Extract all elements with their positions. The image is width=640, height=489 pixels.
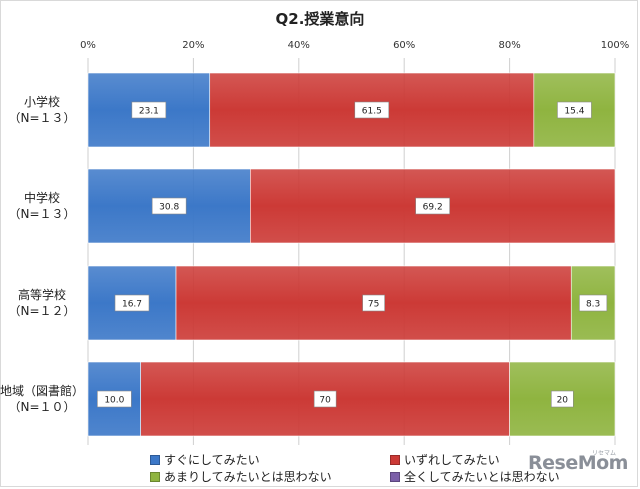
category-label: 小学校 （N=１３） [0,94,84,126]
category-name: 中学校 [23,191,60,205]
legend-item: すぐにしてみたい [150,451,260,468]
data-label-box [131,101,167,119]
data-label: 75 [368,300,379,310]
legend-label: あまりしてみたいとは思わない [164,470,332,484]
data-label-box [362,294,385,312]
category-label: 中学校 （N=１３） [0,190,84,222]
legend-label: すぐにしてみたい [164,453,260,467]
x-tick-label: 20% [182,40,205,51]
data-label: 61.5 [362,107,382,117]
x-tick-label: 100% [600,40,630,51]
legend-item: いずれしてみたい [390,451,500,468]
category-n: （N=１２） [8,304,76,318]
data-label-box [151,197,187,215]
resemom-logo: ReseMom [528,452,628,474]
data-label-box [557,101,592,119]
legend-swatch [390,471,400,482]
category-n: （N=１３） [8,111,76,125]
data-label-box [114,294,150,312]
legend-swatch [390,454,400,465]
data-label-box [97,390,132,408]
x-tick-label: 60% [393,40,416,51]
data-label: 8.3 [586,300,600,310]
x-tick-label: 80% [498,40,521,51]
data-label-box [415,197,450,215]
legend-swatch [150,471,160,482]
category-label: 地域（図書館） （N=１０） [0,383,84,415]
x-tick-label: 0% [80,40,96,51]
data-label-box [354,101,390,119]
category-name: 小学校 [23,95,60,109]
data-label: 16.7 [122,300,142,310]
data-label: 10.0 [104,396,124,406]
data-label: 70 [319,396,331,406]
data-label: 15.4 [564,107,584,117]
x-tick-label: 40% [287,40,310,51]
legend-item: 全くしてみたいとは思わない [390,468,560,485]
resemom-logo-kana: リセマム [592,450,617,457]
chart-title: Q2.授業意向 [275,10,365,28]
legend-label: いずれしてみたい [404,453,500,467]
legend-swatch [150,454,160,465]
legend-label: 全くしてみたいとは思わない [404,470,560,484]
data-label: 30.8 [159,203,179,213]
category-name: 高等学校 [17,288,66,302]
legend-item: あまりしてみたいとは思わない [150,468,332,485]
data-label: 69.2 [423,203,443,213]
category-n: （N=１３） [8,207,76,221]
data-label-box [313,390,337,408]
category-n: （N=１０） [8,400,76,414]
data-label: 20 [557,396,569,406]
data-label-box [550,390,574,408]
category-label: 高等学校 （N=１２） [0,287,84,319]
data-label-box [579,294,608,312]
data-label: 23.1 [139,107,159,117]
category-name: 地域（図書館） [0,384,85,398]
